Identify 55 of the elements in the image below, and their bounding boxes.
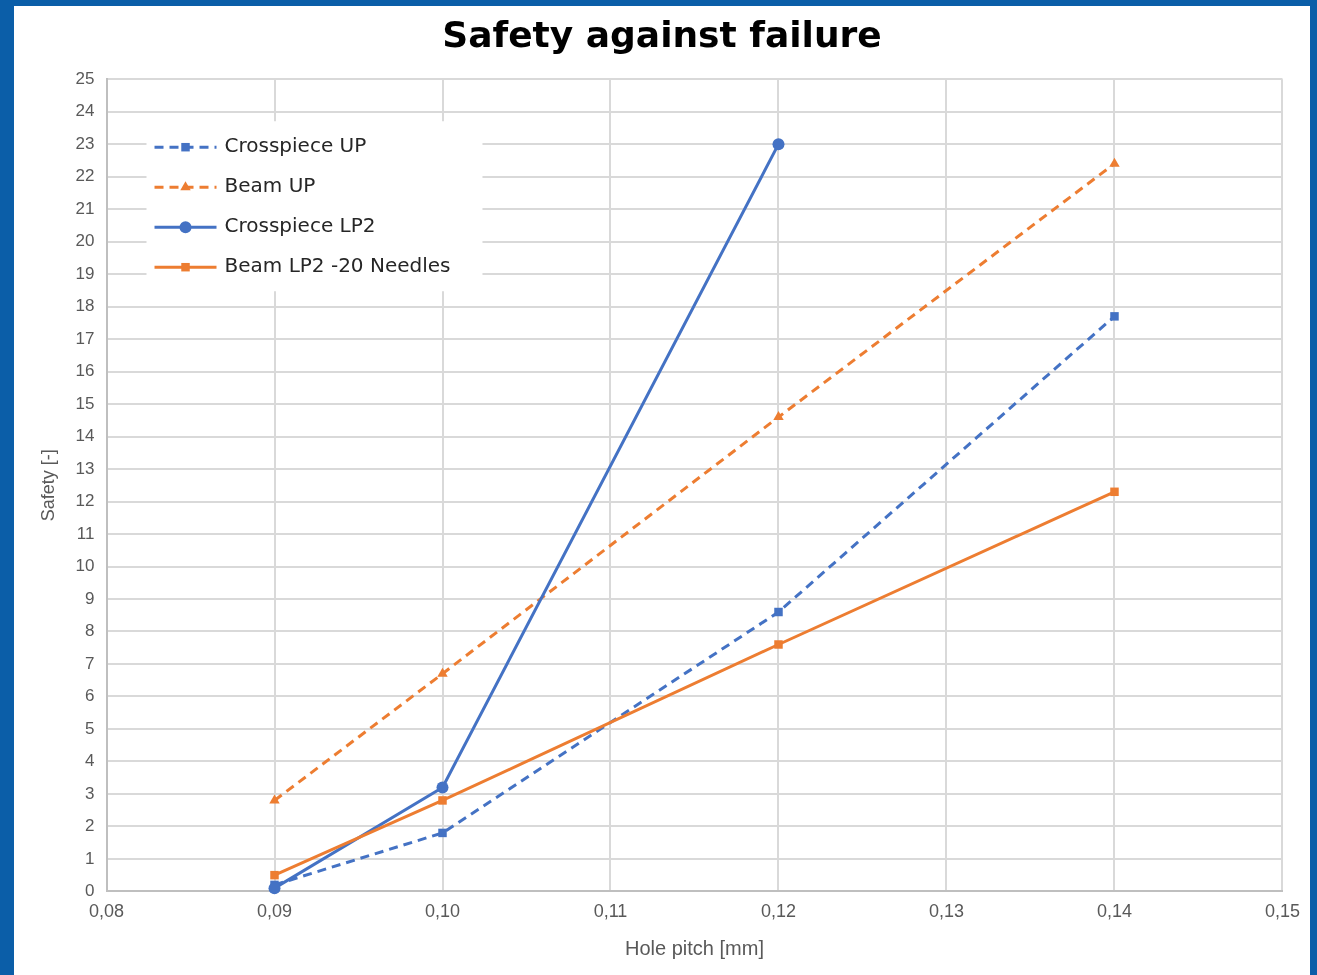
- y-tick-label: 2: [85, 816, 95, 836]
- point: [268, 882, 281, 895]
- y-tick-label: 25: [75, 68, 95, 88]
- x-tick-label: 0,08: [88, 901, 125, 922]
- y-tick-label: 8: [85, 621, 95, 641]
- y-tick-label: 18: [75, 296, 95, 316]
- y-tick-label: 21: [75, 198, 95, 218]
- y-tick-label: 6: [85, 686, 95, 706]
- point: [772, 138, 785, 151]
- y-tick-label: 7: [85, 653, 95, 673]
- y-tick-label: 19: [75, 263, 95, 283]
- point: [437, 667, 448, 677]
- x-tick-label: 0,13: [928, 901, 965, 922]
- x-tick-label: 0,11: [593, 901, 628, 922]
- y-tick-label: 16: [75, 361, 95, 381]
- y-tick-label: 20: [75, 231, 95, 251]
- y-tick-label: 14: [75, 426, 95, 446]
- x-tick-label: 0,12: [760, 901, 797, 922]
- y-tick-label: 9: [85, 588, 95, 608]
- x-axis-title: Hole pitch [mm]: [625, 936, 764, 959]
- y-axis-title: Safety [-]: [37, 449, 58, 522]
- y-tick-label: 5: [85, 718, 95, 738]
- x-tick-label: 0,09: [256, 901, 293, 922]
- point: [1110, 487, 1119, 497]
- y-tick-label: 22: [75, 166, 95, 186]
- y-tick-label: 1: [85, 848, 95, 868]
- point: [438, 828, 447, 838]
- point: [438, 796, 447, 805]
- legend-label: Beam LP2 -20 Needles: [224, 253, 451, 278]
- point: [773, 411, 784, 421]
- chart-title: Safety against failure: [442, 13, 882, 55]
- point: [774, 607, 783, 617]
- x-tick-label: 0,10: [424, 901, 461, 922]
- y-tick-label: 24: [75, 101, 95, 121]
- legend-label: Crosspiece UP: [224, 133, 367, 158]
- y-tick-label: 10: [75, 556, 95, 576]
- legend-label: Beam UP: [224, 173, 316, 198]
- y-tick-label: 15: [75, 393, 95, 413]
- y-tick-label: 23: [75, 133, 95, 153]
- y-tick-label: 12: [75, 491, 95, 511]
- point: [1109, 157, 1120, 167]
- point: [1110, 312, 1119, 321]
- point: [270, 870, 279, 880]
- x-tick-label: 0,15: [1264, 901, 1301, 922]
- point: [436, 781, 449, 794]
- y-tick-label: 17: [75, 328, 95, 348]
- y-tick-label: 13: [75, 458, 95, 478]
- legend-label: Crosspiece LP2: [224, 213, 376, 238]
- x-tick-label: 0,14: [1096, 901, 1133, 922]
- y-tick-label: 11: [76, 523, 95, 543]
- y-tick-label: 3: [85, 783, 95, 803]
- y-tick-label: 0: [85, 881, 95, 901]
- y-tick-label: 4: [85, 751, 95, 771]
- point: [774, 640, 783, 649]
- point: [269, 794, 280, 804]
